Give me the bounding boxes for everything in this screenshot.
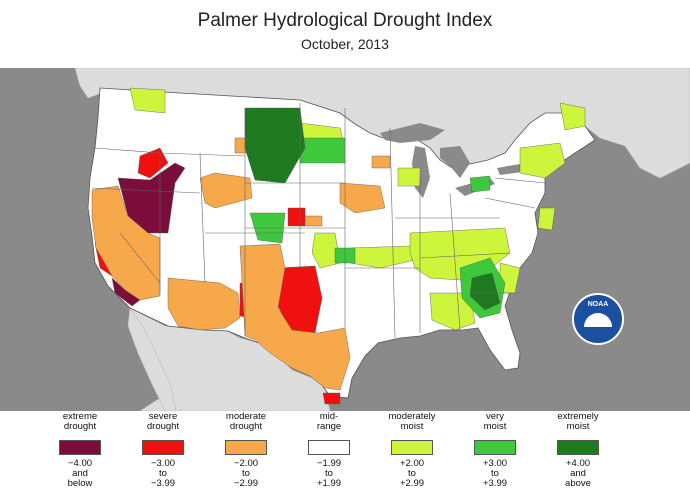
legend-item: severe drought −3.00 to −3.99 xyxy=(123,412,203,489)
legend-label: mid-range xyxy=(289,412,369,434)
map-subtitle: October, 2013 xyxy=(301,36,389,52)
legend-label-line: drought xyxy=(63,421,97,432)
legend-label-line: extreme xyxy=(62,411,98,422)
lake-huron xyxy=(440,146,470,178)
region-severe-drought xyxy=(322,392,341,405)
region-severe-drought xyxy=(287,207,306,227)
legend-label-line: severe xyxy=(148,411,178,422)
region-moderately-moist xyxy=(311,232,341,269)
region-very-moist xyxy=(299,137,346,164)
legend-range: +2.00 to +2.99 xyxy=(372,459,452,489)
legend-label-line: moderately xyxy=(388,411,436,422)
region-moderately-moist xyxy=(559,102,586,131)
us-drought-map xyxy=(74,68,690,411)
legend-item: mid-range −1.99 to +1.99 xyxy=(289,412,369,489)
legend-item: extreme drought −4.00 and below xyxy=(40,412,120,489)
legend-range-line: to xyxy=(408,468,416,479)
legend-range-line: above xyxy=(565,478,591,489)
legend-swatch xyxy=(142,440,184,455)
legend-swatch xyxy=(391,440,433,455)
region-moderate-drought xyxy=(167,277,241,331)
legend-label: moderately moist xyxy=(372,412,452,434)
legend-range-line: +2.00 xyxy=(399,458,425,469)
legend-range-line: to xyxy=(491,468,499,479)
region-moderately-moist xyxy=(537,207,556,231)
legend-swatch xyxy=(308,440,350,455)
legend-item: extremely moist +4.00 and above xyxy=(538,412,618,489)
legend-swatch xyxy=(225,440,267,455)
legend-swatch xyxy=(474,440,516,455)
region-severe-drought xyxy=(137,147,169,179)
legend-label: extremely moist xyxy=(538,412,618,434)
legend-range-line: to xyxy=(242,468,250,479)
region-moderately-moist xyxy=(129,87,166,114)
legend-range-line: +3.00 xyxy=(482,458,508,469)
legend-range-line: to xyxy=(159,468,167,479)
legend-range-line: +1.99 xyxy=(316,478,342,489)
legend-range: −1.99 to +1.99 xyxy=(289,459,369,489)
legend-range-line: −4.00 xyxy=(67,458,93,469)
legend-label-line: moist xyxy=(400,421,424,432)
legend-label-line: drought xyxy=(229,421,263,432)
legend-range: −4.00 and below xyxy=(40,459,120,489)
map-area: NOAA National Climatic Data Center xyxy=(0,68,690,436)
legend-range-line: +4.00 xyxy=(565,458,591,469)
state-borders xyxy=(91,103,546,339)
legend-range: −2.00 to −2.99 xyxy=(206,459,286,489)
legend-label-line: mid- xyxy=(319,411,339,422)
region-extreme-drought xyxy=(111,277,141,307)
legend-item: moderate drought −2.00 to −2.99 xyxy=(206,412,286,489)
region-moderate-drought xyxy=(304,215,323,227)
legend-range-line: +3.99 xyxy=(482,478,508,489)
region-moderate-drought xyxy=(371,155,391,169)
legend-label-line: moist xyxy=(483,421,507,432)
noaa-bird-icon xyxy=(584,313,612,327)
legend-label: extreme drought xyxy=(40,412,120,434)
legend-range-line: and xyxy=(570,468,586,479)
region-moderate-drought xyxy=(239,243,351,391)
legend-range-line: +2.99 xyxy=(399,478,425,489)
legend-label-line: drought xyxy=(146,421,180,432)
noaa-logo-text: NOAA xyxy=(587,301,609,308)
legend-range-line: −3.99 xyxy=(150,478,176,489)
legend-label: moderate drought xyxy=(206,412,286,434)
legend-label-line: very xyxy=(486,411,504,422)
lake-superior xyxy=(380,123,445,143)
legend-item: moderately moist +2.00 to +2.99 xyxy=(372,412,452,489)
region-very-moist xyxy=(469,175,491,193)
ncdc-credit: National Climatic Data Center xyxy=(546,412,660,436)
legend-swatch xyxy=(557,440,599,455)
region-moderately-moist xyxy=(397,167,421,187)
legend-label: very moist xyxy=(455,412,535,434)
legend-item: very moist +3.00 to +3.99 xyxy=(455,412,535,489)
drought-regions xyxy=(91,87,586,405)
legend-range-line: −2.99 xyxy=(233,478,259,489)
noaa-logo: NOAA xyxy=(572,293,624,345)
baja-land xyxy=(127,307,177,411)
map-title: Palmer Hydrological Drought Index xyxy=(197,10,493,31)
legend-label-line: extremely xyxy=(557,411,599,422)
legend-range-line: below xyxy=(67,478,93,489)
region-moderately-moist xyxy=(519,142,566,179)
legend-label-line: range xyxy=(316,421,342,432)
legend-label-line: moist xyxy=(566,421,590,432)
legend-range: −3.00 to −3.99 xyxy=(123,459,203,489)
region-moderate-drought xyxy=(199,172,253,209)
legend-range: +3.00 to +3.99 xyxy=(455,459,535,489)
legend-range-line: to xyxy=(325,468,333,479)
legend-range-line: −1.99 xyxy=(316,458,342,469)
legend-label: severe drought xyxy=(123,412,203,434)
legend-range: +4.00 and above xyxy=(538,459,618,489)
region-moderate-drought xyxy=(339,182,386,214)
lake-ontario xyxy=(497,164,522,175)
legend-label-line: moderate xyxy=(225,411,267,422)
legend-swatch xyxy=(59,440,101,455)
legend-range-line: and xyxy=(72,468,88,479)
region-moderate-drought xyxy=(91,185,161,301)
legend-range-line: −2.00 xyxy=(233,458,259,469)
legend-range-line: −3.00 xyxy=(150,458,176,469)
